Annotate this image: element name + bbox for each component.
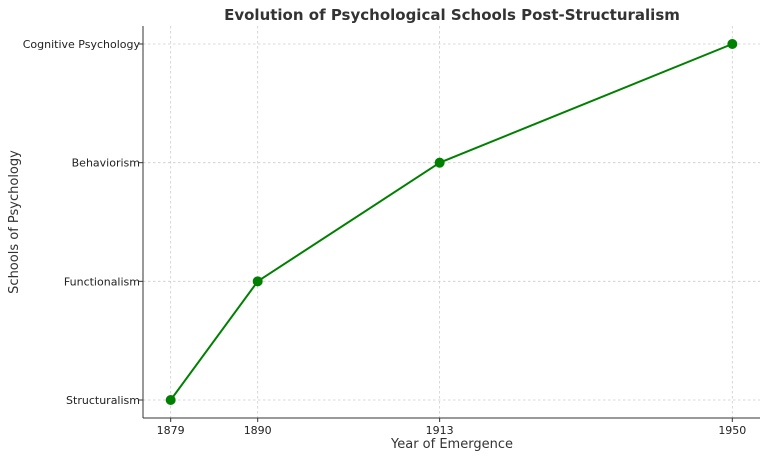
y-tick-label: Cognitive Psychology (23, 38, 141, 51)
y-tick-label: Behaviorism (72, 157, 140, 170)
y-tick-label: Functionalism (64, 275, 140, 288)
x-tick-label: 1913 (426, 424, 454, 437)
series-line (169, 43, 733, 401)
y-tick-label: Structuralism (66, 394, 140, 407)
x-tick-label: 1879 (157, 424, 185, 437)
data-point (165, 395, 176, 405)
axes (142, 26, 760, 419)
data-point (252, 276, 263, 287)
y-axis-label: Schools of Psychology (7, 150, 22, 294)
chart-title: Evolution of Psychological Schools Post-… (224, 6, 680, 24)
x-tick-label: 1890 (244, 424, 272, 437)
x-axis-label: Year of Emergence (390, 437, 513, 452)
ticks: 1879 1890 1913 1950 Structuralism Functionali… (23, 38, 747, 437)
data-point (434, 157, 445, 168)
grid (143, 26, 760, 418)
data-point (727, 39, 738, 49)
x-tick-label: 1950 (718, 424, 746, 437)
series (165, 39, 738, 405)
